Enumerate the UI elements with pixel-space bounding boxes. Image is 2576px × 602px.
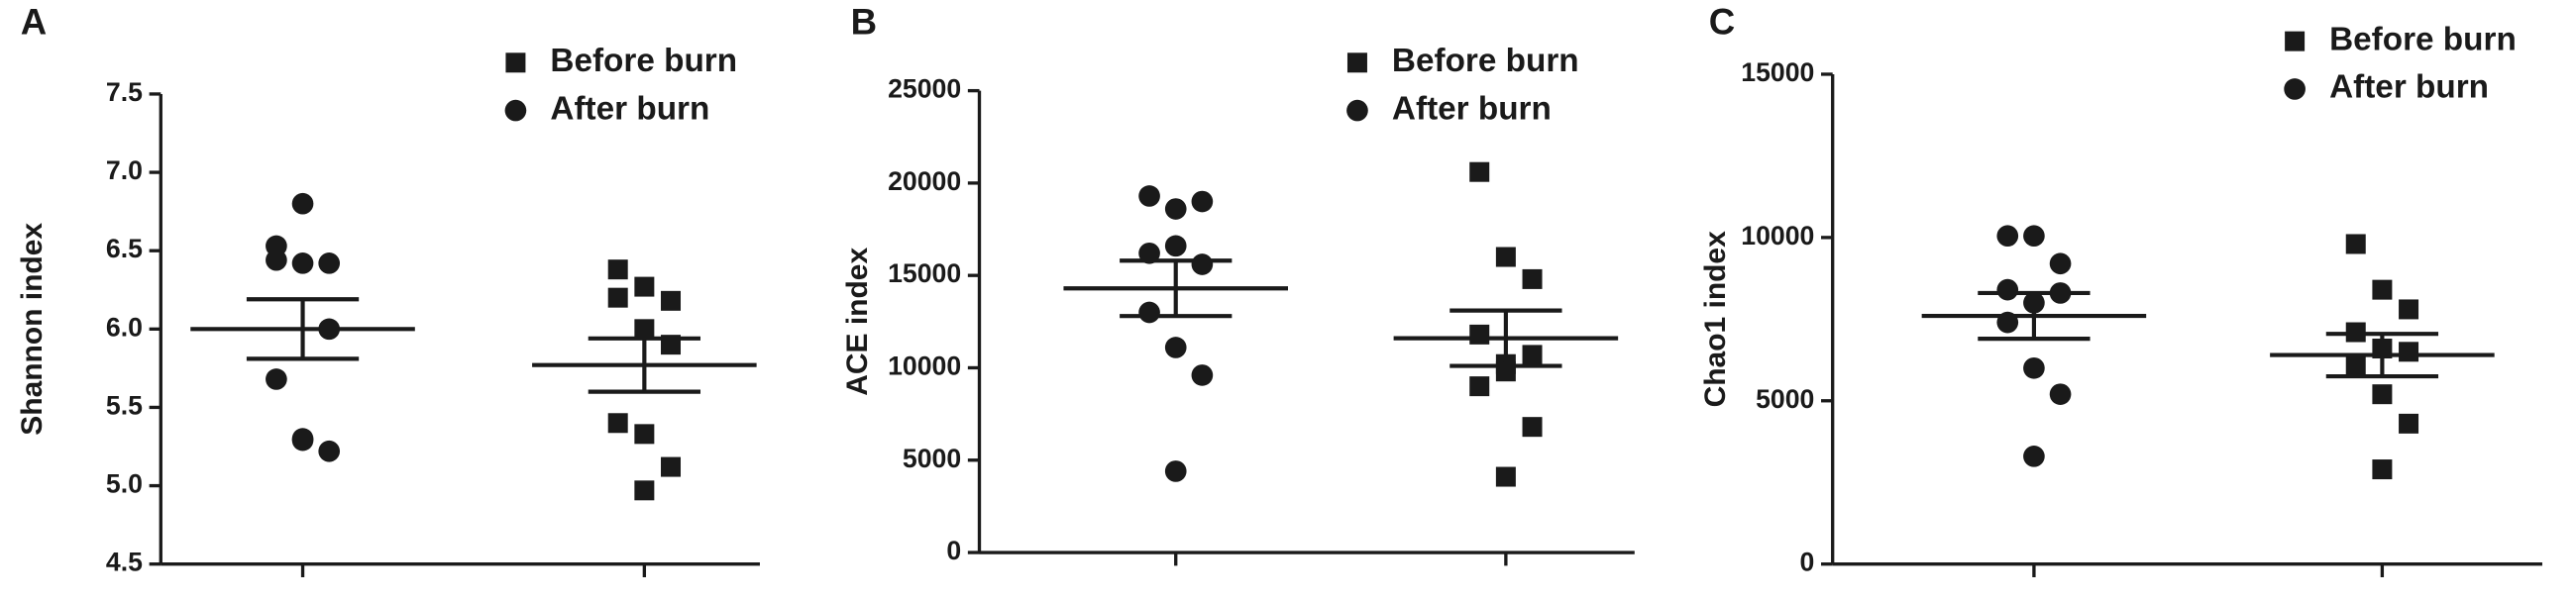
square-point xyxy=(1495,247,1516,267)
y-tick-label: 5.5 xyxy=(106,390,143,420)
legend-label: Before burn xyxy=(1392,43,1579,79)
square-point xyxy=(2345,354,2366,375)
square-point xyxy=(634,276,655,297)
circle-point xyxy=(291,252,314,274)
panel-label: A xyxy=(21,2,47,43)
circle-point xyxy=(1138,185,1160,207)
square-point xyxy=(2399,413,2419,434)
legend-marker xyxy=(2285,31,2306,51)
y-tick-label: 5000 xyxy=(903,444,961,473)
circle-point xyxy=(318,440,341,462)
legend-label: Before burn xyxy=(550,43,737,79)
square-point xyxy=(1469,161,1490,182)
y-tick-label: 0 xyxy=(946,536,961,565)
circle-point xyxy=(318,252,341,274)
y-tick-label: 15000 xyxy=(1741,57,1814,87)
panel-label: C xyxy=(1709,2,1735,43)
legend-label: After burn xyxy=(2329,69,2489,106)
square-point xyxy=(634,424,655,445)
square-point xyxy=(1469,324,1490,345)
circle-point xyxy=(1191,253,1214,275)
circle-point xyxy=(1164,460,1187,482)
y-tick-label: 5000 xyxy=(1756,384,1814,414)
legend-marker xyxy=(1346,52,1367,73)
circle-point xyxy=(291,192,314,215)
square-point xyxy=(1522,268,1543,289)
y-tick-label: 6.0 xyxy=(106,312,143,342)
square-point xyxy=(661,456,682,477)
circle-point xyxy=(2049,383,2072,406)
y-tick-label: 25000 xyxy=(888,74,961,104)
square-point xyxy=(607,287,628,308)
square-point xyxy=(2372,459,2393,480)
circle-point xyxy=(291,429,314,452)
y-tick-label: 7.0 xyxy=(106,155,143,185)
circle-point xyxy=(1191,364,1214,386)
y-tick-label: 4.5 xyxy=(106,548,143,577)
square-point xyxy=(1495,466,1516,487)
y-tick-label: 10000 xyxy=(888,351,961,381)
circle-point xyxy=(2049,252,2072,275)
legend-marker xyxy=(2284,78,2306,100)
square-point xyxy=(661,290,682,311)
circle-point xyxy=(1996,278,2019,301)
y-tick-label: 6.5 xyxy=(106,234,143,263)
circle-point xyxy=(1164,337,1187,358)
circle-point xyxy=(2023,356,2045,379)
square-point xyxy=(607,259,628,280)
square-point xyxy=(2372,279,2393,300)
y-axis-label: Chao1 index xyxy=(1699,231,1732,408)
panel-label: B xyxy=(851,2,877,43)
square-point xyxy=(2372,384,2393,405)
y-tick-label: 5.0 xyxy=(106,469,143,499)
legend-label: Before burn xyxy=(2329,21,2517,57)
square-point xyxy=(2345,234,2366,254)
legend-marker xyxy=(504,99,527,122)
y-tick-label: 20000 xyxy=(888,166,961,196)
circle-point xyxy=(1138,301,1160,324)
square-point xyxy=(1522,345,1543,365)
circle-point xyxy=(2023,225,2045,248)
circle-point xyxy=(266,249,287,271)
square-point xyxy=(1522,417,1543,438)
circle-point xyxy=(266,368,287,390)
circle-point xyxy=(1164,198,1187,220)
y-tick-label: 10000 xyxy=(1741,221,1814,251)
y-tick-label: 15000 xyxy=(888,258,961,288)
legend-marker xyxy=(505,52,526,73)
square-point xyxy=(634,480,655,501)
square-point xyxy=(2399,299,2419,320)
y-axis-label: ACE index xyxy=(841,248,874,396)
legend-label: After burn xyxy=(1392,90,1552,127)
square-point xyxy=(634,319,655,340)
y-axis-label: Shannon index xyxy=(16,223,49,436)
circle-point xyxy=(1996,225,2019,248)
legend-marker xyxy=(1346,99,1368,122)
y-tick-label: 0 xyxy=(1800,548,1815,577)
square-point xyxy=(2399,342,2419,362)
circle-point xyxy=(1191,190,1214,213)
square-point xyxy=(1469,376,1490,397)
circle-point xyxy=(1164,235,1187,257)
square-point xyxy=(607,413,628,434)
legend-label: After burn xyxy=(550,90,709,127)
circle-point xyxy=(2023,446,2045,467)
y-tick-label: 7.5 xyxy=(106,77,143,107)
